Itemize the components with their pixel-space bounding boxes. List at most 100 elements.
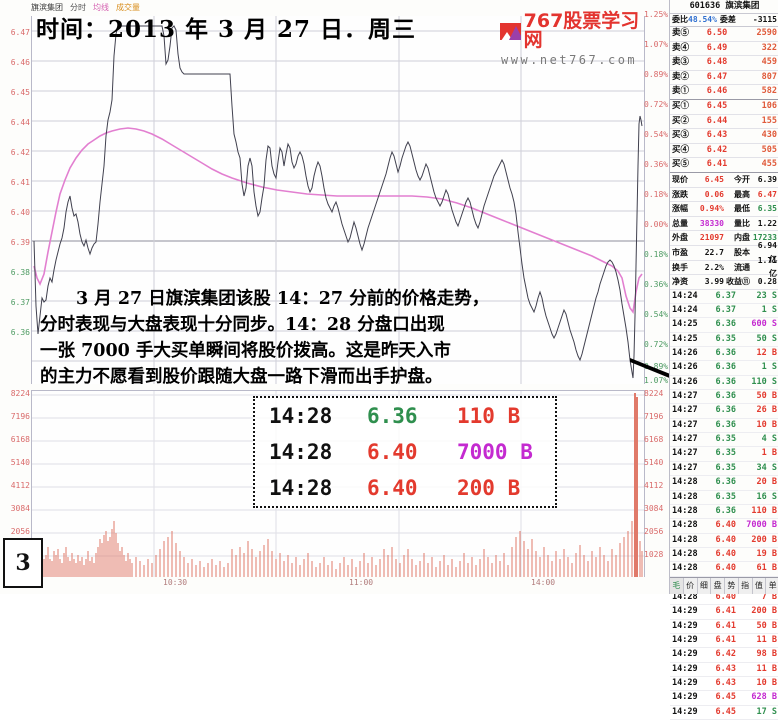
tick-row[interactable]: 14:29 6.41 200 B xyxy=(670,605,778,620)
callout-price: 6.36 xyxy=(367,404,418,428)
chart-ma-label[interactable]: 均线 xyxy=(93,3,109,12)
bid-price: 6.41 xyxy=(706,159,728,170)
tick-time: 14:25 xyxy=(672,319,698,330)
tick-row[interactable]: 14:25 6.36 600 S xyxy=(670,318,778,333)
tick-volume: 7000 B xyxy=(746,520,777,531)
stat-key2: 最低 xyxy=(734,204,750,214)
price-line xyxy=(33,25,643,379)
tick-row[interactable]: 14:28 6.35 16 S xyxy=(670,491,778,505)
panel-tab[interactable]: 价 xyxy=(684,578,698,594)
bid-row[interactable]: 买⑤ 6.41 455 xyxy=(670,158,778,173)
bid-row[interactable]: 买① 6.45 106 xyxy=(670,100,778,115)
tick-row[interactable]: 14:29 6.41 11 B xyxy=(670,634,778,649)
panel-tab[interactable]: 值 xyxy=(753,578,767,594)
panel-tab[interactable]: 细 xyxy=(698,578,712,594)
volume-axis-label-right: 3084 xyxy=(644,504,664,513)
tick-row[interactable]: 14:24 6.37 1 S xyxy=(670,304,778,319)
quote-panel[interactable]: 601636 旗滨集团 委比 48.54% 委差 -3115 卖⑤ 6.50 2… xyxy=(669,0,778,720)
tick-volume: 26 B xyxy=(756,405,777,416)
tick-volume: 1 B xyxy=(761,448,777,459)
tick-row[interactable]: 14:29 6.45 17 S xyxy=(670,706,778,720)
stat-key: 净资 xyxy=(672,277,688,287)
volume-axis-label-right: 4112 xyxy=(644,481,664,490)
ask-qty: 322 xyxy=(761,42,777,53)
bid-qty: 455 xyxy=(761,159,777,170)
ask-label: 卖② xyxy=(672,71,690,82)
chart-mode-label[interactable]: 分时 xyxy=(70,3,86,12)
panel-tab[interactable]: 指 xyxy=(739,578,753,594)
tick-price: 6.35 xyxy=(715,491,736,502)
panel-tab[interactable]: 单 xyxy=(768,581,777,590)
watermark: 767股票学习网 www.net767.com xyxy=(500,12,650,67)
tick-row[interactable]: 14:29 6.41 50 B xyxy=(670,620,778,634)
tick-volume: 10 B xyxy=(756,677,777,688)
tick-price: 6.36 xyxy=(715,319,736,330)
chart-volume-label[interactable]: 成交量 xyxy=(116,3,140,12)
tick-price: 6.35 xyxy=(715,333,736,344)
tick-row[interactable]: 14:29 6.42 98 B xyxy=(670,648,778,663)
tick-volume: 11 B xyxy=(756,663,777,674)
panel-tab[interactable]: 毛 xyxy=(670,578,684,594)
stat-value: 3.99 xyxy=(704,277,724,287)
bid-label: 买① xyxy=(672,100,690,111)
stat-row: 总量 38330 量比 1.22 xyxy=(670,217,778,232)
tick-row[interactable]: 14:28 6.40 200 B xyxy=(670,534,778,548)
tick-row[interactable]: 14:27 6.36 26 B xyxy=(670,404,778,419)
tick-row[interactable]: 14:29 6.43 10 B xyxy=(670,677,778,692)
stat-key2: 内盘 xyxy=(734,233,750,243)
panel-stock-name: 旗滨集团 xyxy=(725,1,760,11)
panel-tab[interactable]: 盘 xyxy=(711,578,725,594)
panel-tab-bar[interactable]: 毛 价 细 盘 势 指 值 单 xyxy=(670,577,778,594)
ask-row[interactable]: 卖⑤ 6.50 2590 xyxy=(670,27,778,42)
callout-row: 14:28 6.36 110 B xyxy=(255,398,555,434)
volume-axis-label-right: 8224 xyxy=(644,389,664,398)
tick-row[interactable]: 14:28 6.40 7000 B xyxy=(670,519,778,534)
stat-key: 市盈 xyxy=(672,247,688,257)
ask-row[interactable]: 卖① 6.46 582 xyxy=(670,85,778,100)
callout-volume: 200 B xyxy=(457,476,521,500)
tick-time: 14:29 xyxy=(672,706,698,717)
tick-price: 6.40 xyxy=(715,520,736,531)
tick-row[interactable]: 14:28 6.36 20 B xyxy=(670,476,778,491)
tick-row[interactable]: 14:25 6.35 50 S xyxy=(670,333,778,348)
tick-time: 14:27 xyxy=(672,405,698,416)
ask-price: 6.47 xyxy=(706,71,728,82)
tick-volume: 600 S xyxy=(751,319,777,330)
bid-row[interactable]: 买④ 6.42 505 xyxy=(670,144,778,159)
tick-row[interactable]: 14:26 6.36 1 S xyxy=(670,361,778,376)
ask-qty: 459 xyxy=(761,57,777,68)
ask-label: 卖④ xyxy=(672,42,690,53)
bid-row[interactable]: 买③ 6.43 430 xyxy=(670,129,778,144)
volume-axis-label: 3084 xyxy=(10,504,30,513)
tick-row[interactable]: 14:24 6.37 23 S xyxy=(670,290,778,305)
tick-time: 14:29 xyxy=(672,677,698,688)
tick-row[interactable]: 14:27 6.36 50 B xyxy=(670,390,778,405)
ask-row[interactable]: 卖② 6.47 807 xyxy=(670,71,778,86)
ask-row[interactable]: 卖③ 6.48 459 xyxy=(670,56,778,71)
tick-price: 6.36 xyxy=(715,348,736,359)
price-axis-label: 6.45 xyxy=(10,88,30,97)
tick-row[interactable]: 14:28 6.40 19 B xyxy=(670,548,778,563)
tick-row[interactable]: 14:29 6.43 11 B xyxy=(670,663,778,677)
tick-row[interactable]: 14:27 6.35 34 S xyxy=(670,462,778,477)
price-axis-label: 6.46 xyxy=(10,58,30,67)
tick-row[interactable]: 14:27 6.35 4 S xyxy=(670,433,778,448)
tick-row[interactable]: 14:27 6.36 10 B xyxy=(670,419,778,434)
tick-row[interactable]: 14:28 6.36 110 B xyxy=(670,505,778,520)
tick-row[interactable]: 14:27 6.35 1 B xyxy=(670,447,778,462)
price-chart-plot[interactable] xyxy=(31,16,645,384)
tick-volume: 628 B xyxy=(751,692,777,703)
panel-tab[interactable]: 势 xyxy=(725,578,739,594)
ask-price: 6.48 xyxy=(706,57,728,68)
percent-axis-label: 1.07% xyxy=(644,376,669,385)
tick-row[interactable]: 14:28 6.40 61 B xyxy=(670,562,778,577)
bid-row[interactable]: 买② 6.44 155 xyxy=(670,115,778,130)
ask-row[interactable]: 卖④ 6.49 322 xyxy=(670,42,778,57)
volume-axis-label: 6168 xyxy=(10,435,30,444)
tick-row[interactable]: 14:29 6.45 628 B xyxy=(670,691,778,706)
percent-axis-label: 0.18% xyxy=(644,250,669,259)
tick-row[interactable]: 14:26 6.36 110 S xyxy=(670,376,778,391)
tick-time: 14:25 xyxy=(672,333,698,344)
tick-row[interactable]: 14:26 6.36 12 B xyxy=(670,347,778,362)
